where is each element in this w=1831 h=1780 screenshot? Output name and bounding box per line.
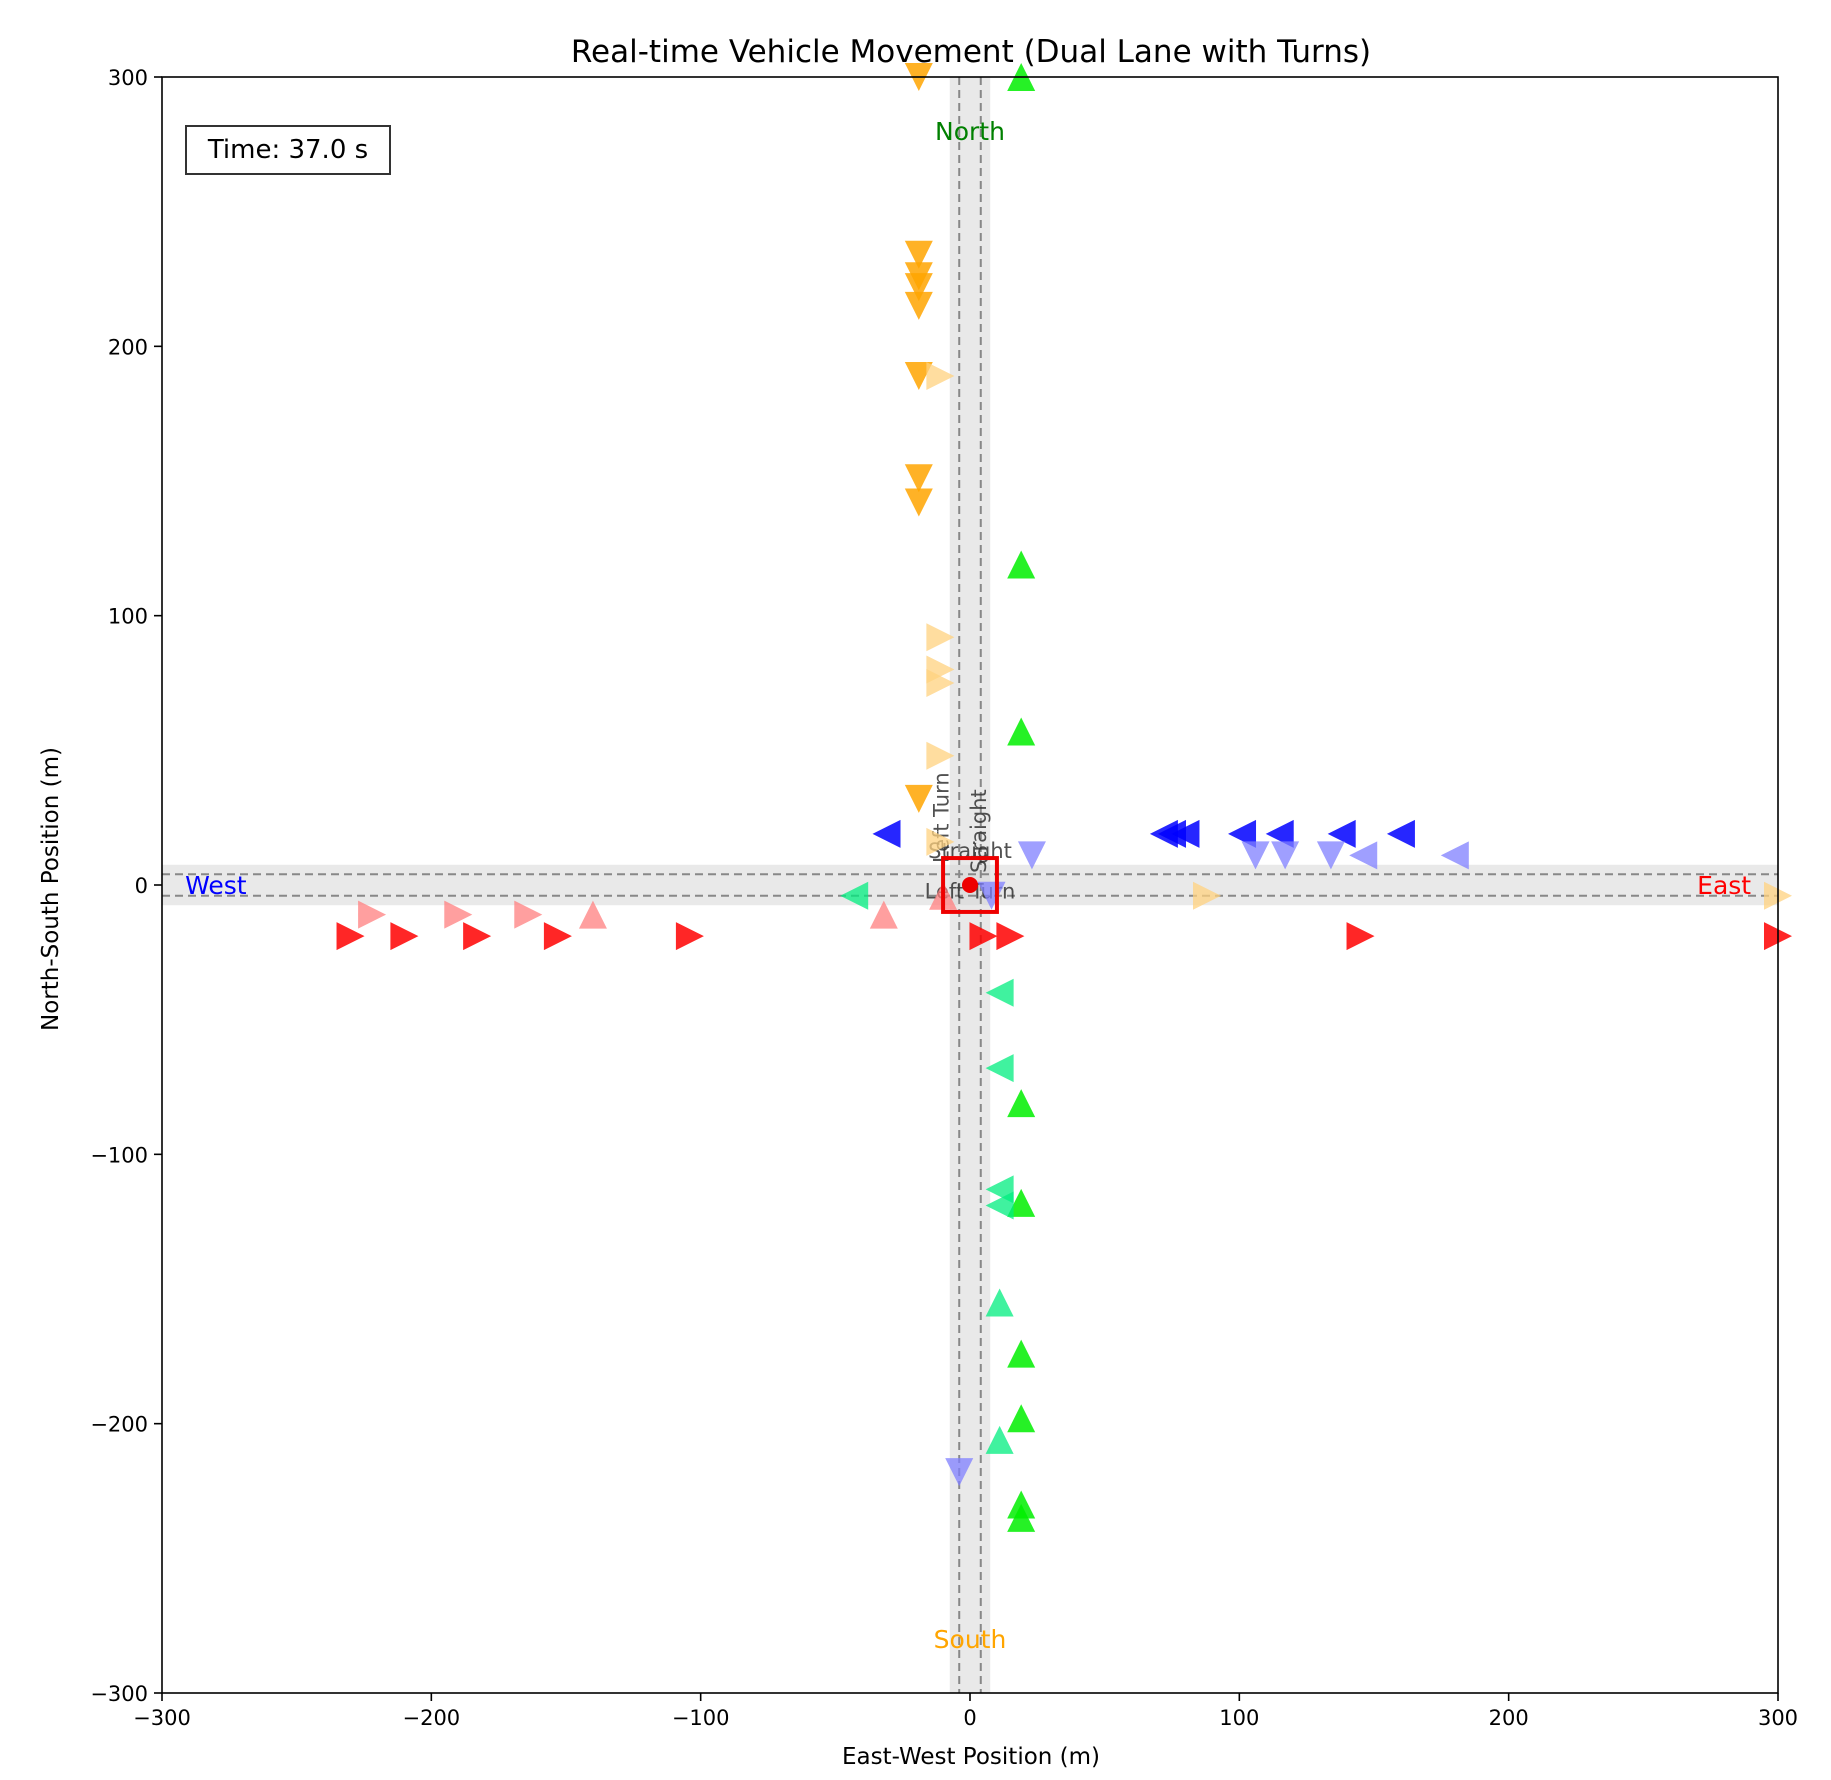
vehicle-marker xyxy=(985,1054,1014,1083)
vehicle-marker xyxy=(514,900,543,929)
vehicle-marker xyxy=(904,464,933,493)
x-axis-ticks: −300 −200 −100 0 100 200 300 xyxy=(133,1693,1798,1730)
x-tick-label: 200 xyxy=(1489,1706,1529,1730)
direction-label: West xyxy=(185,871,247,900)
vehicle-marker xyxy=(1007,1339,1036,1368)
vehicle-marker xyxy=(1007,550,1036,579)
vehicle-marker xyxy=(1017,841,1046,870)
vehicle-marker xyxy=(904,291,933,320)
vehicle-marker xyxy=(926,741,955,770)
y-tick-label: −300 xyxy=(90,1682,148,1706)
vehicle-marker xyxy=(904,488,933,517)
x-tick-label: 0 xyxy=(963,1706,976,1730)
vehicle-marker xyxy=(1316,841,1345,870)
vehicle-marker xyxy=(985,1288,1014,1317)
time-label: Time: 37.0 s xyxy=(207,135,368,165)
direction-label: South xyxy=(934,1625,1007,1654)
x-tick-label: −300 xyxy=(133,1706,191,1730)
y-tick-label: −100 xyxy=(90,1143,148,1167)
time-box-frame xyxy=(185,125,391,175)
lane-label: Straight xyxy=(967,789,991,873)
vehicle-marker xyxy=(945,1458,974,1487)
vehicle-marker xyxy=(926,361,955,390)
vehicle-marker xyxy=(840,881,869,910)
intersection-box xyxy=(941,856,999,914)
y-axis-label: North-South Position (m) xyxy=(38,747,64,1031)
direction-label: North xyxy=(935,117,1005,146)
vehicle-marker xyxy=(904,273,933,302)
chart-title: Real-time Vehicle Movement (Dual Lane wi… xyxy=(571,34,1371,70)
vehicle-marker xyxy=(1007,1089,1036,1118)
vehicle-marker xyxy=(578,900,607,929)
y-tick-label: 300 xyxy=(108,66,148,90)
intersection-center-dot xyxy=(962,877,978,893)
time-box: Time: 37.0 s xyxy=(185,125,391,175)
vehicle-marker xyxy=(969,922,998,951)
vehicle-marker xyxy=(1193,881,1222,910)
vehicle-marker xyxy=(1241,841,1270,870)
vehicle-marker xyxy=(390,922,419,951)
vehicle-marker xyxy=(985,1191,1014,1220)
vehicle-marker xyxy=(926,669,955,697)
vehicle-marker xyxy=(1228,819,1257,848)
vehicle-marker xyxy=(675,922,704,951)
direction-label-layer: North South East West xyxy=(185,117,1751,1654)
vehicle-marker xyxy=(1386,819,1415,848)
vehicle-marker xyxy=(336,922,365,951)
vehicle-marker xyxy=(985,978,1014,1007)
vehicle-marker xyxy=(904,361,933,390)
vehicle-marker xyxy=(1007,717,1036,746)
y-tick-label: 200 xyxy=(108,335,148,359)
vehicle-marker xyxy=(996,922,1025,951)
vehicle-marker xyxy=(1265,819,1294,848)
vehicle-marker xyxy=(926,827,955,856)
vehicle-marker xyxy=(1007,1503,1036,1532)
y-axis-ticks: −300 −200 −100 0 100 200 300 xyxy=(90,66,162,1706)
x-tick-label: 100 xyxy=(1219,1706,1259,1730)
vehicle-marker xyxy=(1007,1404,1036,1433)
x-tick-label: 300 xyxy=(1758,1706,1798,1730)
vehicle-marker xyxy=(1327,819,1356,848)
vehicle-marker xyxy=(543,922,572,951)
x-tick-label: −100 xyxy=(672,1706,730,1730)
vehicle-marker xyxy=(463,922,492,951)
vehicle-marker xyxy=(904,784,933,813)
vehicle-marker xyxy=(1171,819,1200,848)
vehicle-marker xyxy=(1271,841,1300,870)
intersection-layer xyxy=(941,856,999,914)
vehicle-marker xyxy=(926,623,955,652)
vehicle-marker xyxy=(444,900,473,929)
vehicle-marker-layer xyxy=(336,63,1792,1532)
vehicle-marker xyxy=(985,1425,1014,1454)
vehicle-marker xyxy=(904,240,933,269)
vehicle-marker xyxy=(1440,841,1469,870)
vehicle-marker xyxy=(1346,922,1375,951)
vehicle-marker xyxy=(358,900,387,929)
y-tick-label: 0 xyxy=(135,874,148,898)
y-tick-label: −200 xyxy=(90,1413,148,1437)
x-tick-label: −200 xyxy=(402,1706,460,1730)
vehicle-marker xyxy=(869,900,898,929)
direction-label: East xyxy=(1697,871,1751,900)
x-axis-label: East-West Position (m) xyxy=(842,1744,1100,1770)
vehicle-marker xyxy=(1349,841,1378,870)
vehicle-marker xyxy=(872,819,901,848)
y-tick-label: 100 xyxy=(108,605,148,629)
vehicle-marker xyxy=(1007,1188,1036,1217)
